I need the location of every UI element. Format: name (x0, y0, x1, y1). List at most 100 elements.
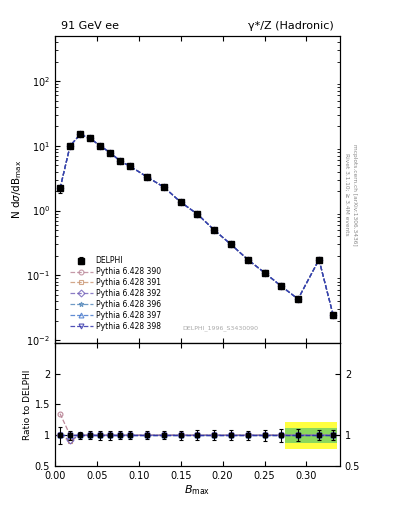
Pythia 6.428 391 (118, 158, 123, 164)
Pythia 6.428 397 (245, 257, 250, 263)
Pythia 6.428 390 (58, 185, 62, 191)
Text: mcplots.cern.ch [arXiv:1306.3436]: mcplots.cern.ch [arXiv:1306.3436] (352, 144, 357, 245)
Pythia 6.428 397 (317, 257, 321, 263)
Pythia 6.428 397 (78, 132, 83, 138)
Pythia 6.428 391 (108, 150, 113, 156)
Y-axis label: Ratio to DELPHI: Ratio to DELPHI (23, 369, 32, 440)
Pythia 6.428 392 (212, 227, 217, 233)
Pythia 6.428 392 (78, 132, 83, 138)
Pythia 6.428 392 (128, 163, 133, 169)
Pythia 6.428 397 (88, 135, 93, 141)
Pythia 6.428 396 (229, 241, 233, 247)
Pythia 6.428 391 (145, 174, 150, 180)
Pythia 6.428 392 (162, 184, 166, 190)
Line: Pythia 6.428 390: Pythia 6.428 390 (58, 132, 336, 318)
Pythia 6.428 398 (108, 150, 113, 156)
Pythia 6.428 398 (162, 184, 166, 190)
Pythia 6.428 398 (178, 199, 183, 205)
Pythia 6.428 397 (296, 296, 300, 302)
Pythia 6.428 396 (178, 199, 183, 205)
Pythia 6.428 397 (145, 174, 150, 180)
Pythia 6.428 398 (317, 257, 321, 263)
Pythia 6.428 391 (58, 185, 62, 191)
Pythia 6.428 392 (118, 158, 123, 164)
Text: DELPHI_1996_S3430090: DELPHI_1996_S3430090 (182, 325, 258, 331)
Pythia 6.428 391 (317, 257, 321, 263)
Pythia 6.428 390 (118, 158, 123, 164)
Pythia 6.428 392 (108, 150, 113, 156)
Bar (285, 428, 336, 442)
Pythia 6.428 397 (279, 283, 284, 289)
Pythia 6.428 397 (68, 143, 72, 149)
Pythia 6.428 391 (331, 312, 336, 318)
Pythia 6.428 398 (262, 270, 267, 276)
Line: Pythia 6.428 392: Pythia 6.428 392 (58, 132, 336, 318)
Pythia 6.428 390 (78, 132, 83, 138)
Pythia 6.428 391 (178, 199, 183, 205)
Pythia 6.428 398 (296, 296, 300, 302)
Pythia 6.428 391 (262, 270, 267, 276)
Line: Pythia 6.428 397: Pythia 6.428 397 (58, 132, 336, 318)
Pythia 6.428 398 (279, 283, 284, 289)
Bar (285, 422, 336, 450)
Pythia 6.428 398 (78, 132, 83, 138)
Pythia 6.428 398 (118, 158, 123, 164)
Pythia 6.428 398 (88, 135, 93, 141)
Pythia 6.428 396 (58, 185, 62, 191)
Pythia 6.428 392 (145, 174, 150, 180)
Pythia 6.428 390 (128, 163, 133, 169)
Pythia 6.428 392 (178, 199, 183, 205)
Pythia 6.428 391 (229, 241, 233, 247)
Pythia 6.428 391 (78, 132, 83, 138)
Pythia 6.428 398 (68, 143, 72, 149)
Pythia 6.428 390 (317, 257, 321, 263)
Pythia 6.428 397 (108, 150, 113, 156)
Pythia 6.428 390 (145, 174, 150, 180)
Pythia 6.428 398 (58, 185, 62, 191)
Pythia 6.428 396 (279, 283, 284, 289)
Pythia 6.428 392 (245, 257, 250, 263)
Pythia 6.428 392 (262, 270, 267, 276)
Pythia 6.428 397 (128, 163, 133, 169)
Legend: DELPHI, Pythia 6.428 390, Pythia 6.428 391, Pythia 6.428 392, Pythia 6.428 396, : DELPHI, Pythia 6.428 390, Pythia 6.428 3… (67, 254, 163, 333)
Pythia 6.428 396 (245, 257, 250, 263)
X-axis label: $B_{\rm max}$: $B_{\rm max}$ (184, 483, 211, 497)
Pythia 6.428 390 (98, 143, 103, 149)
Pythia 6.428 392 (229, 241, 233, 247)
Pythia 6.428 397 (118, 158, 123, 164)
Pythia 6.428 396 (78, 132, 83, 138)
Pythia 6.428 396 (317, 257, 321, 263)
Pythia 6.428 392 (296, 296, 300, 302)
Line: Pythia 6.428 396: Pythia 6.428 396 (58, 132, 336, 318)
Pythia 6.428 396 (68, 143, 72, 149)
Pythia 6.428 396 (331, 312, 336, 318)
Pythia 6.428 396 (262, 270, 267, 276)
Pythia 6.428 396 (118, 158, 123, 164)
Pythia 6.428 390 (108, 150, 113, 156)
Pythia 6.428 396 (98, 143, 103, 149)
Pythia 6.428 390 (195, 211, 200, 217)
Pythia 6.428 398 (128, 163, 133, 169)
Pythia 6.428 396 (195, 211, 200, 217)
Pythia 6.428 391 (128, 163, 133, 169)
Pythia 6.428 391 (279, 283, 284, 289)
Pythia 6.428 391 (98, 143, 103, 149)
Pythia 6.428 398 (212, 227, 217, 233)
Pythia 6.428 390 (178, 199, 183, 205)
Pythia 6.428 397 (98, 143, 103, 149)
Text: 91 GeV ee: 91 GeV ee (61, 21, 119, 31)
Pythia 6.428 390 (88, 135, 93, 141)
Text: Rivet 3.1.10; ≥ 3.4M events: Rivet 3.1.10; ≥ 3.4M events (344, 153, 349, 236)
Pythia 6.428 391 (195, 211, 200, 217)
Pythia 6.428 396 (88, 135, 93, 141)
Pythia 6.428 390 (245, 257, 250, 263)
Pythia 6.428 390 (68, 143, 72, 149)
Pythia 6.428 396 (162, 184, 166, 190)
Pythia 6.428 392 (98, 143, 103, 149)
Pythia 6.428 391 (68, 143, 72, 149)
Pythia 6.428 397 (178, 199, 183, 205)
Pythia 6.428 397 (262, 270, 267, 276)
Pythia 6.428 396 (212, 227, 217, 233)
Pythia 6.428 397 (331, 312, 336, 318)
Pythia 6.428 392 (331, 312, 336, 318)
